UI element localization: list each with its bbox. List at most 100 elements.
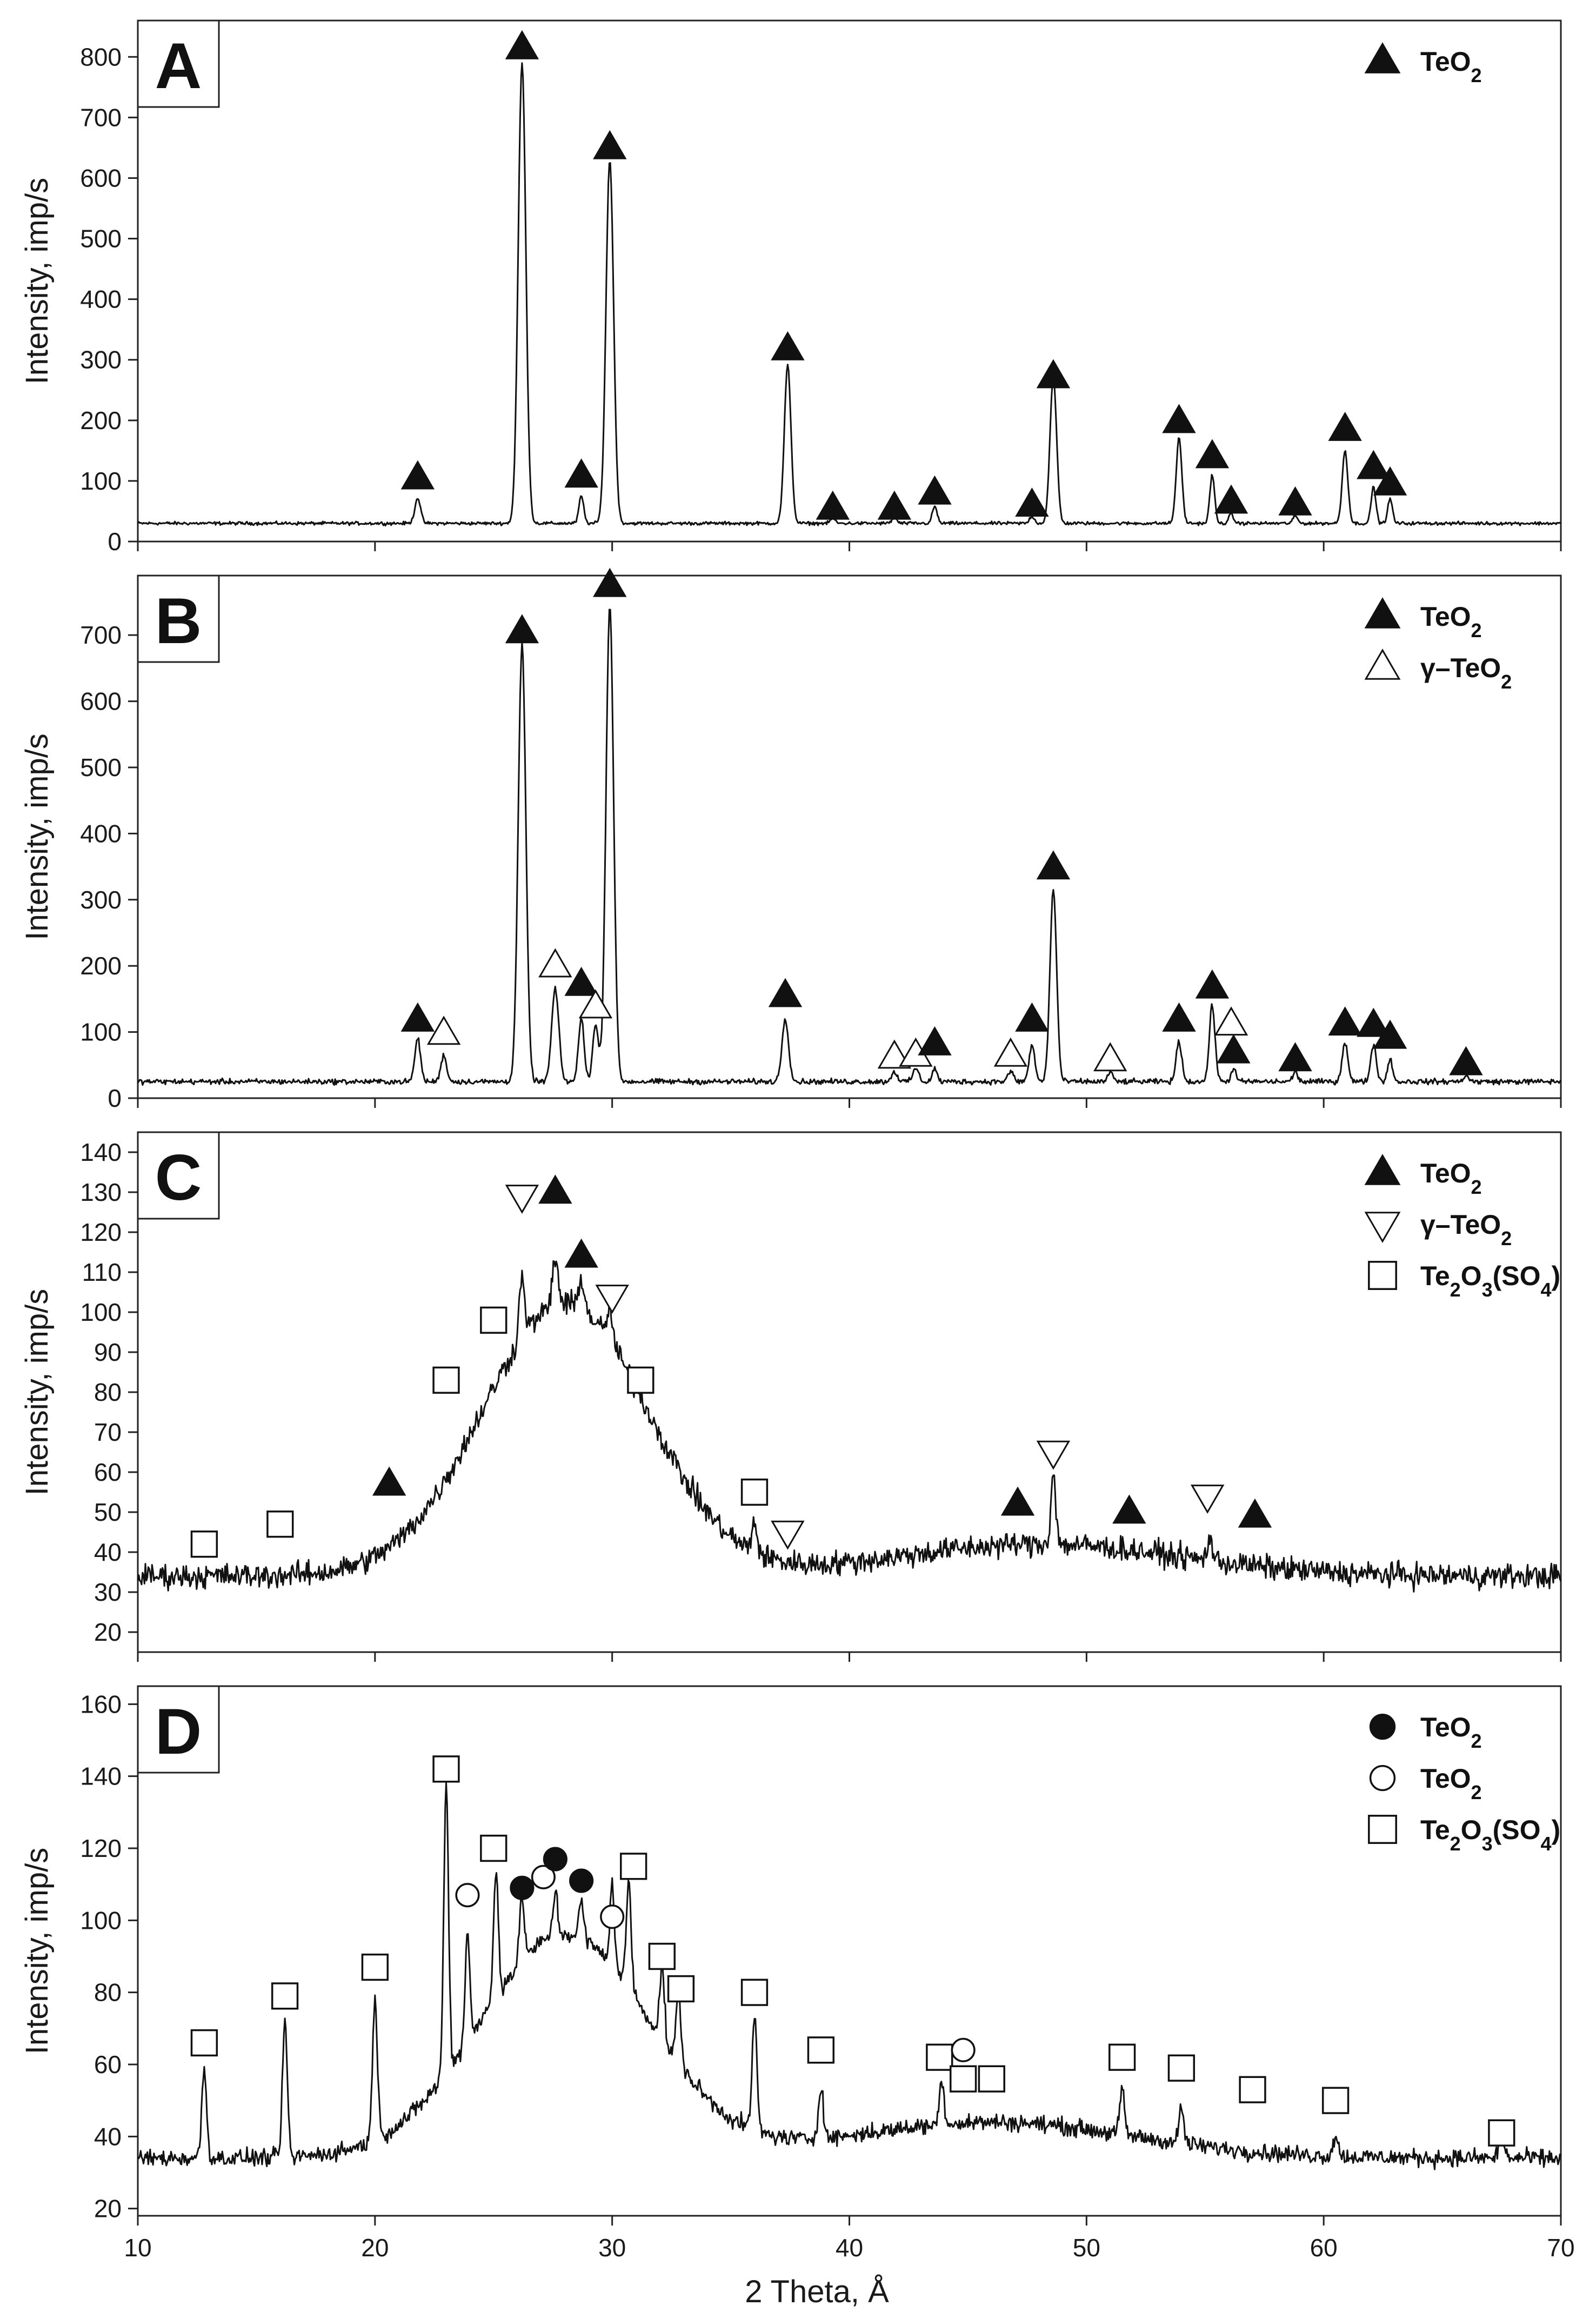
peak-marker-triangle-filled [1217,1034,1251,1064]
peak-marker-triangle-filled [918,1026,952,1055]
panel-letter-box [137,574,220,663]
legend-label: TeO2 [1420,46,1482,86]
legend-marker-triangle-down-open [1364,1212,1401,1243]
legend-marker-triangle-open [1364,649,1401,680]
panel-letter-box [137,1131,220,1220]
peak-marker-triangle-filled [593,567,627,597]
peak-marker-square-open [1239,2076,1266,2103]
peak-marker-triangle-filled [771,331,805,360]
diffraction-trace [137,609,1562,1086]
y-tick-label: 100 [80,1018,122,1046]
peak-marker-square-open [432,1755,460,1783]
peak-marker-triangle-filled [816,490,850,520]
peak-marker-triangle-open [538,948,572,978]
peak-marker-square-open [926,2043,953,2071]
y-tick-label: 100 [80,467,122,495]
legend-marker-square-open [1368,1261,1397,1290]
peak-marker-triangle-filled [400,460,435,490]
y-tick-label: 110 [82,1258,122,1286]
legend-label: γ–TeO2 [1420,1209,1512,1249]
y-axis-title: Intensity, imp/s [19,178,55,385]
y-tick-label: 500 [80,225,122,253]
legend-marker-square-open [1368,1815,1397,1844]
peak-marker-triangle-filled [1195,969,1230,999]
peak-marker-square-open [740,1478,769,1506]
y-tick-label: 50 [94,1498,122,1526]
y-tick-label: 40 [94,2122,122,2150]
peak-marker-triangle-open [1214,1006,1248,1036]
diffraction-trace [137,1782,1562,2170]
peak-marker-triangle-filled [564,966,598,996]
legend-label: TeO2 [1420,1158,1482,1198]
panel-letter: C [155,1141,202,1214]
y-tick-label: 300 [80,886,122,914]
y-axis-title: Intensity, imp/s [19,1289,55,1496]
peak-marker-triangle-filled [1036,850,1071,880]
peak-marker-triangle-filled [593,130,627,159]
peak-marker-triangle-filled [1015,487,1049,517]
peak-marker-triangle-filled [877,490,912,520]
y-tick-label: 60 [94,2050,122,2079]
peak-marker-square-open [1108,2043,1136,2071]
legend-marker-circle-filled [1369,1713,1396,1740]
y-axis-title: Intensity, imp/s [19,733,55,940]
y-tick-label: 700 [80,103,122,131]
peak-marker-triangle-down-open [595,1285,629,1314]
y-tick-label: 160 [80,1690,122,1718]
legend: TeO2 TeO2 Te2O3(SO4) [1368,1712,1560,1855]
y-tick-label: 500 [80,753,122,781]
peak-marker-triangle-filled [768,978,803,1007]
peak-marker-triangle-filled [1278,486,1312,516]
y-tick-label: 80 [94,1378,122,1406]
peak-marker-triangle-filled [372,1466,406,1496]
legend-label: TeO2 [1420,1712,1482,1752]
x-tick-label: 60 [1310,2234,1338,2262]
peak-marker-circle-open [600,1904,625,1929]
y-tick-label: 80 [94,1979,122,2007]
legend-marker-triangle-filled [1364,597,1401,629]
panel-letter: D [155,1695,202,1768]
y-tick-label: 100 [80,1298,122,1326]
peak-marker-square-open [620,1853,647,1880]
peak-marker-square-open [266,1511,294,1538]
y-tick-label: 140 [80,1762,122,1790]
peak-marker-square-open [627,1366,655,1394]
y-tick-label: 300 [80,346,122,374]
peak-marker-triangle-filled [400,1002,435,1032]
peak-marker-triangle-filled [1214,484,1248,514]
x-axis-title: 2 Theta, Å [745,2274,889,2309]
peak-marker-triangle-filled [538,1174,572,1204]
legend-marker-circle-open [1369,1765,1396,1792]
peak-marker-square-open [480,1834,507,1862]
peak-marker-triangle-filled [1000,1486,1035,1516]
peak-marker-circle-filled [543,1847,567,1872]
legend: TeO2 [1364,42,1482,86]
peak-marker-triangle-filled [1373,1019,1407,1049]
peak-marker-circle-filled [510,1875,535,1900]
peak-marker-triangle-down-open [1190,1485,1225,1514]
peak-marker-triangle-filled [1036,359,1071,389]
legend: TeO2 γ–TeO2 [1364,597,1512,693]
phase-markers [400,567,1483,1075]
peak-marker-square-open [271,1982,299,2010]
peak-marker-triangle-filled [1195,439,1230,469]
y-tick-label: 70 [94,1418,122,1446]
peak-marker-circle-open [531,1864,556,1889]
peak-marker-triangle-open [993,1037,1028,1067]
x-tick-label: 20 [361,2234,389,2262]
peak-marker-triangle-open [1093,1042,1127,1072]
peak-marker-square-open [949,2065,977,2093]
peak-marker-triangle-filled [1015,1002,1049,1032]
peak-marker-triangle-down-open [505,1185,539,1214]
panel-letter: B [155,585,202,657]
peak-marker-triangle-filled [1112,1494,1146,1524]
y-tick-label: 400 [80,285,122,313]
peak-marker-square-open [667,1975,695,2003]
peak-marker-triangle-filled [1162,404,1196,433]
peak-marker-triangle-filled [1357,450,1391,479]
legend-marker-triangle-filled [1364,42,1401,73]
y-tick-label: 200 [80,406,122,435]
peak-marker-square-open [648,1942,676,1970]
peak-marker-triangle-filled [1278,1042,1312,1072]
